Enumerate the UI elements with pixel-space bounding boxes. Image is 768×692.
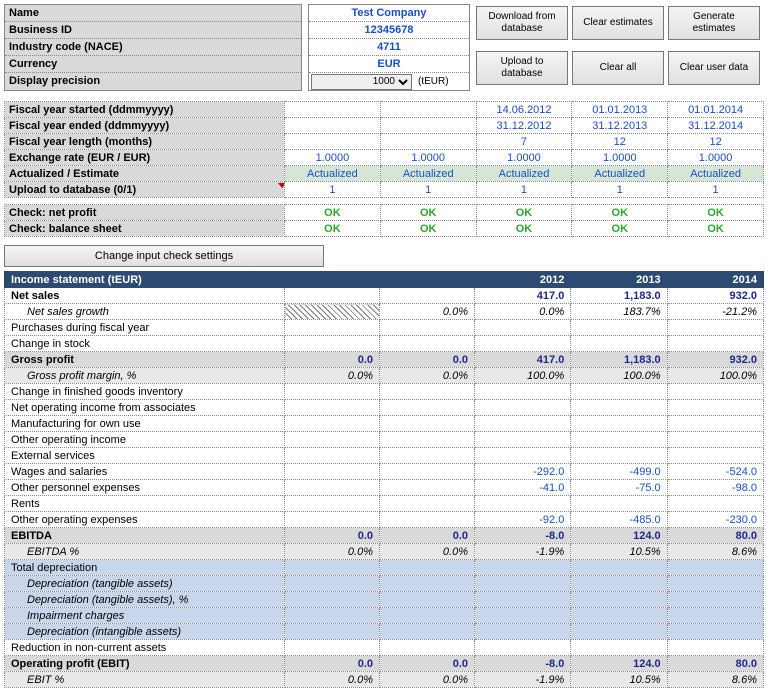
precision-unit: (tEUR) [414,74,469,90]
clear-user-data-button[interactable]: Clear user data [668,51,760,85]
value-name[interactable]: Test Company [352,7,427,19]
label-check-net-profit: Check: net profit [5,205,285,221]
income-statement: Income statement (tEUR) 2012 2013 2014 N… [4,271,764,688]
label-actest: Actualized / Estimate [5,166,285,182]
comment-marker-icon [278,183,285,188]
precision-select[interactable]: 1000 [311,74,412,90]
generate-estimates-button[interactable]: Generate estimates [668,6,760,40]
check-settings-button[interactable]: Change input check settings [4,245,324,267]
label-check-balance: Check: balance sheet [5,221,285,237]
upload-button[interactable]: Upload to database [476,51,568,85]
fiscal-year-grid: Fiscal year started (ddmmyyyy) 14.06.201… [4,101,764,198]
label-currency: Currency [5,56,301,72]
company-labels: Name Business ID Industry code (NACE) Cu… [4,4,302,91]
label-upload-flag: Upload to database (0/1) [5,182,285,198]
label-fx: Exchange rate (EUR / EUR) [5,150,285,166]
label-fy-started: Fiscal year started (ddmmyyyy) [5,102,285,118]
clear-all-button[interactable]: Clear all [572,51,664,85]
clear-estimates-button[interactable]: Clear estimates [572,6,664,40]
label-fy-length: Fiscal year length (months) [5,134,285,150]
label-industry: Industry code (NACE) [5,39,301,55]
check-grid: Check: net profit OK OK OK OK OK Check: … [4,204,764,237]
value-business-id[interactable]: 12345678 [365,24,414,36]
download-button[interactable]: Download from database [476,6,568,40]
label-business-id: Business ID [5,22,301,38]
value-industry[interactable]: 4711 [377,41,401,53]
label-name: Name [5,5,301,21]
label-precision: Display precision [5,73,301,89]
top-panel: Name Business ID Industry code (NACE) Cu… [4,4,764,91]
label-fy-ended: Fiscal year ended (ddmmyyyy) [5,118,285,134]
button-panel: Download from database Clear estimates G… [476,4,764,91]
income-title: Income statement (tEUR) [5,272,285,288]
company-values: Test Company 12345678 4711 EUR 1000 (tEU… [308,4,470,91]
value-currency[interactable]: EUR [377,58,400,70]
